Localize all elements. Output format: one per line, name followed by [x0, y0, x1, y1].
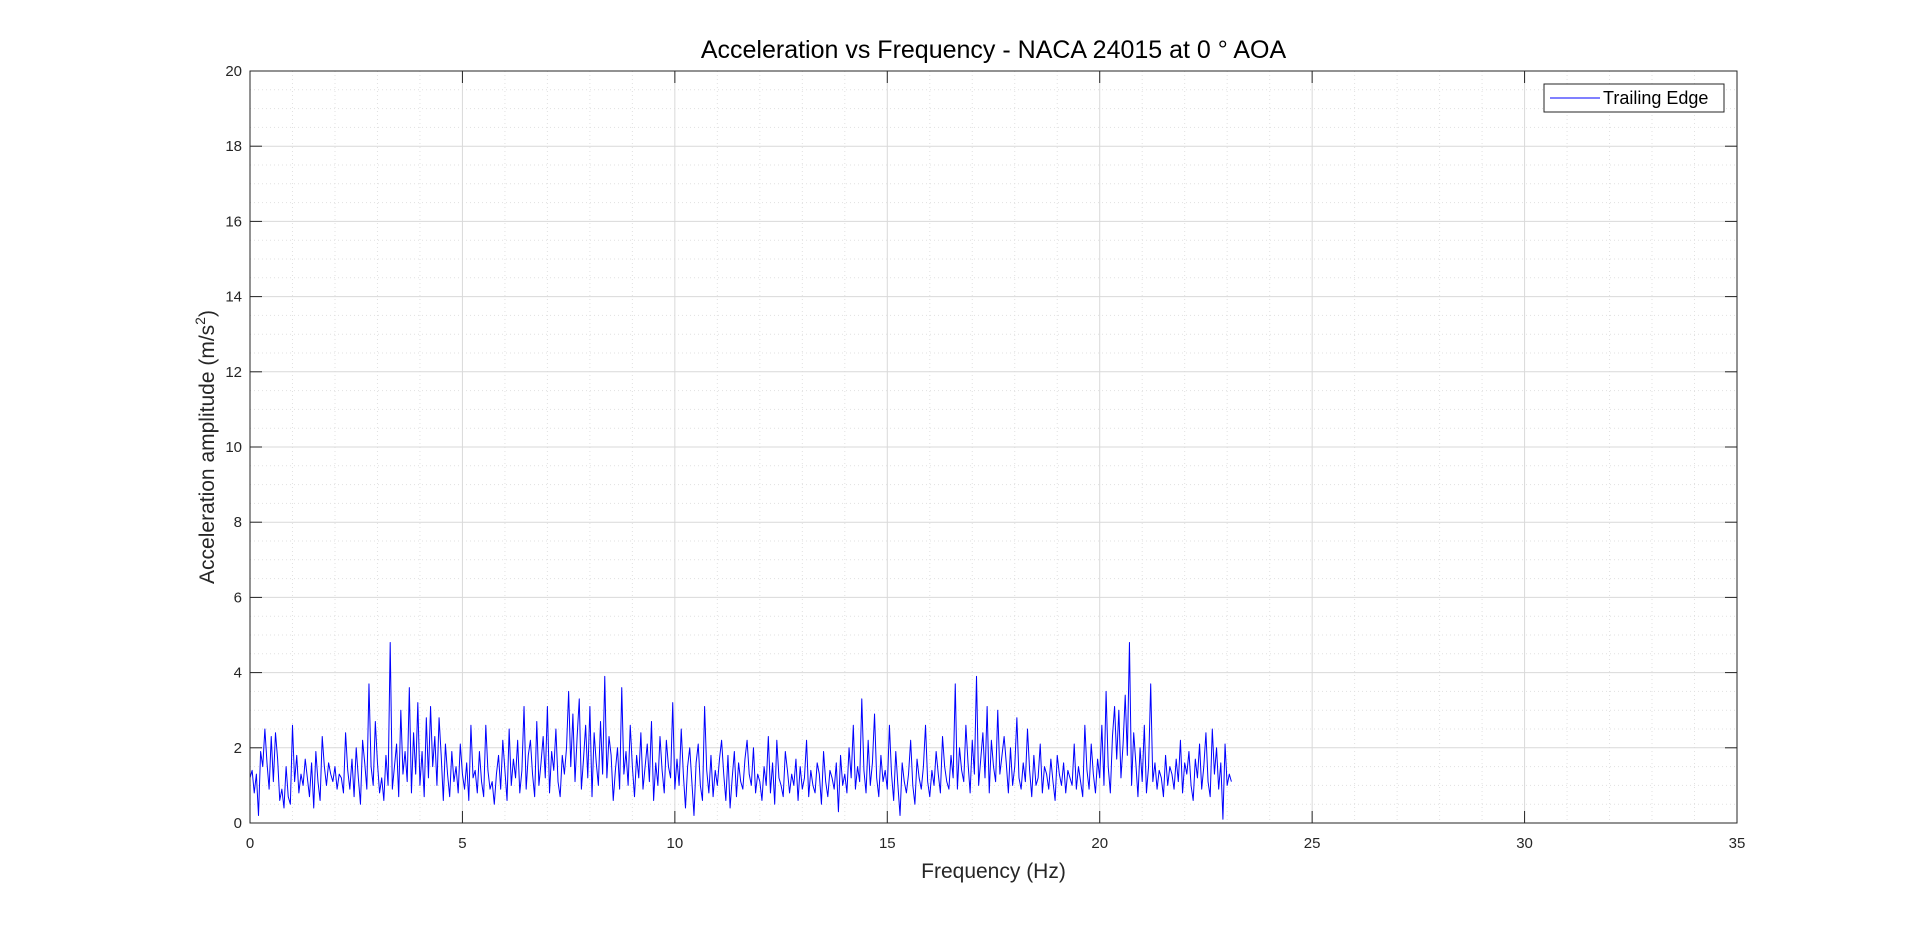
y-axis-title: Acceleration amplitude (m/s2): [192, 310, 219, 584]
y-tick-label: 14: [225, 289, 242, 306]
x-tick-label: 35: [1729, 835, 1746, 852]
x-tick-label: 10: [667, 835, 684, 852]
series-layer: [249, 71, 1232, 820]
x-tick-label: 30: [1516, 835, 1533, 852]
x-tick-label: 25: [1304, 835, 1321, 852]
tick-marks: [249, 70, 1738, 824]
y-tick-label: 12: [225, 364, 242, 381]
y-tick-label: 4: [234, 665, 242, 682]
y-tick-label: 20: [225, 63, 242, 80]
legend-label-trailing-edge: Trailing Edge: [1603, 88, 1708, 108]
x-axis-title: Frequency (Hz): [921, 860, 1066, 883]
y-tick-labels: 0 2 4 6 8 10 12 14 16 18 20: [225, 63, 242, 832]
y-tick-label: 6: [234, 589, 242, 606]
x-tick-label: 5: [458, 835, 466, 852]
y-tick-label: 18: [225, 138, 242, 155]
x-tick-labels: 0 5 10 15 20 25 30 35: [246, 835, 1746, 852]
x-tick-label: 15: [879, 835, 896, 852]
y-axis-title-main: Acceleration amplitude (m/s: [196, 325, 219, 584]
x-tick-label: 0: [246, 835, 254, 852]
series-line-trailing-edge: [249, 71, 1232, 820]
y-tick-label: 10: [225, 439, 242, 456]
y-tick-label: 8: [234, 514, 242, 531]
y-tick-label: 0: [234, 815, 242, 832]
x-tick-label: 20: [1091, 835, 1108, 852]
y-axis-title-end: ): [196, 310, 219, 317]
y-tick-label: 2: [234, 740, 242, 757]
chart-title: Acceleration vs Frequency - NACA 24015 a…: [701, 36, 1287, 64]
y-tick-label: 16: [225, 213, 242, 230]
legend: Trailing Edge: [1543, 83, 1725, 113]
y-axis-title-superscript: 2: [192, 317, 208, 325]
